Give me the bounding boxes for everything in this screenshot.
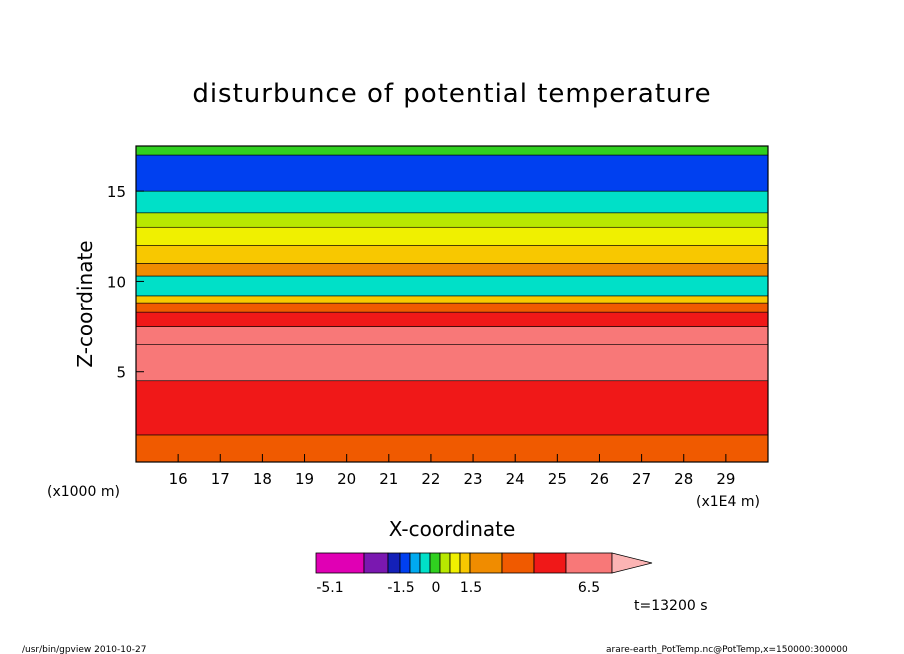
x-tick-label: 24	[506, 470, 525, 488]
colorbar-swatch	[409, 552, 421, 574]
footer-command: /usr/bin/gpview 2010-10-27	[22, 645, 146, 654]
colorbar-swatch	[315, 552, 365, 574]
colorbar-tick-label: 0	[432, 580, 441, 596]
field-band-12	[136, 190, 768, 214]
x-tick-label: 21	[379, 470, 398, 488]
x-tick-label: 20	[337, 470, 356, 488]
field-band-10	[136, 226, 768, 246]
y-unit-label: (x1000 m)	[47, 484, 120, 500]
colorbar-swatch	[469, 552, 503, 574]
field-band-8	[136, 263, 768, 277]
colorbar-swatch	[387, 552, 401, 574]
field-band-5	[136, 302, 768, 313]
colorbar-swatch	[439, 552, 451, 574]
field-band-11	[136, 212, 768, 228]
colorbar	[315, 552, 653, 574]
colorbar-swatch	[533, 552, 567, 574]
y-tick-label: 5	[116, 364, 126, 382]
time-label: t=13200 s	[634, 598, 708, 614]
colorbar-swatch	[363, 552, 389, 574]
colorbar-tick-label: -1.5	[387, 580, 414, 596]
field-band-0	[136, 434, 768, 462]
colorbar-arrow	[611, 552, 653, 574]
colorbar-swatch	[399, 552, 411, 574]
x-tick-label: 29	[716, 470, 735, 488]
field-band-2	[136, 344, 768, 382]
field-band-4	[136, 311, 768, 327]
colorbar-swatch	[459, 552, 471, 574]
x-tick-label: 26	[590, 470, 609, 488]
footer-file: arare-earth_PotTemp.nc@PotTemp,x=150000:…	[606, 645, 848, 654]
plot-area: 16 17 18 19 20 21 22 23 24 25 26 27 28 29 5 10 15	[107, 145, 769, 488]
y-tick-label: 15	[107, 183, 126, 201]
y-axis-label: Z-coordinate	[73, 240, 97, 367]
colorbar-swatch	[419, 552, 431, 574]
x-tick-label: 27	[632, 470, 651, 488]
x-tick-label: 22	[421, 470, 440, 488]
x-tick-label: 18	[253, 470, 272, 488]
heatmap-field	[136, 146, 768, 462]
x-axis-label: X-coordinate	[389, 517, 516, 541]
x-tick-label: 23	[464, 470, 483, 488]
field-band-9	[136, 245, 768, 264]
x-tick-label: 28	[674, 470, 693, 488]
field-band-13	[136, 154, 768, 192]
field-band-14	[136, 146, 768, 156]
x-tick-label: 17	[211, 470, 230, 488]
colorbar-swatch	[565, 552, 613, 574]
colorbar-swatch	[449, 552, 461, 574]
field-band-6	[136, 295, 768, 304]
y-axis-ticks: 5 10 15	[107, 183, 144, 382]
plot-frame	[135, 145, 769, 463]
field-band-7	[136, 275, 768, 297]
colorbar-tick-label: -5.1	[316, 580, 343, 596]
x-tick-label: 16	[169, 470, 188, 488]
colorbar-swatch	[501, 552, 535, 574]
colorbar-tick-label: 6.5	[578, 580, 600, 596]
chart-title: disturbunce of potential temperature	[192, 79, 711, 109]
colorbar-swatch	[429, 552, 441, 574]
y-tick-label: 10	[107, 273, 126, 291]
x-unit-label: (x1E4 m)	[696, 494, 760, 510]
field-band-1	[136, 380, 768, 436]
colorbar-labels: -5.1 -1.5 0 1.5 6.5	[316, 580, 600, 596]
field-band-3	[136, 326, 768, 345]
x-tick-label: 25	[548, 470, 567, 488]
colorbar-tick-label: 1.5	[460, 580, 482, 596]
x-axis-ticks: 16 17 18 19 20 21 22 23 24 25 26 27 28 29	[169, 454, 735, 488]
x-tick-label: 19	[295, 470, 314, 488]
